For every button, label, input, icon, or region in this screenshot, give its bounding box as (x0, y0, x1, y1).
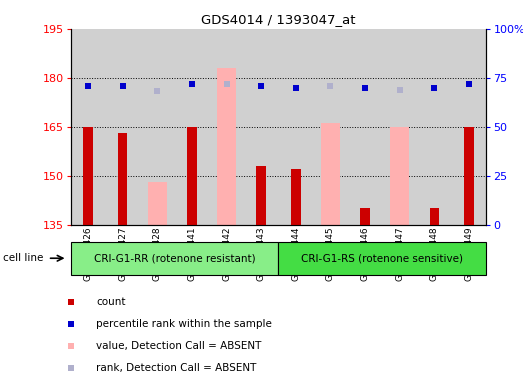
Bar (71, 242, 278, 275)
Title: GDS4014 / 1393047_at: GDS4014 / 1393047_at (201, 13, 356, 26)
Bar (256, 166, 266, 225)
Bar (83, 127, 93, 225)
Text: value, Detection Call = ABSENT: value, Detection Call = ABSENT (96, 341, 262, 351)
Text: count: count (96, 297, 126, 307)
Text: CRI-G1-RS (rotenone sensitive): CRI-G1-RS (rotenone sensitive) (301, 253, 463, 263)
Bar (313, 29, 348, 225)
Bar (291, 169, 301, 225)
Bar (390, 127, 410, 225)
Bar (348, 29, 382, 225)
Bar (118, 133, 128, 225)
Bar (187, 127, 197, 225)
Text: CRI-G1-RR (rotenone resistant): CRI-G1-RR (rotenone resistant) (94, 253, 255, 263)
Bar (147, 182, 167, 225)
Bar (140, 29, 175, 225)
Bar (244, 29, 278, 225)
Bar (382, 29, 417, 225)
Bar (417, 29, 452, 225)
Bar (464, 127, 474, 225)
Bar (429, 209, 439, 225)
Bar (452, 29, 486, 225)
Bar (105, 29, 140, 225)
Text: cell line: cell line (3, 253, 43, 263)
Bar (175, 29, 209, 225)
Bar (209, 29, 244, 225)
Bar (217, 68, 236, 225)
Text: percentile rank within the sample: percentile rank within the sample (96, 319, 272, 329)
Bar (278, 29, 313, 225)
Text: rank, Detection Call = ABSENT: rank, Detection Call = ABSENT (96, 363, 256, 373)
Bar (360, 209, 370, 225)
Bar (71, 29, 105, 225)
Bar (321, 124, 340, 225)
Bar (278, 242, 486, 275)
